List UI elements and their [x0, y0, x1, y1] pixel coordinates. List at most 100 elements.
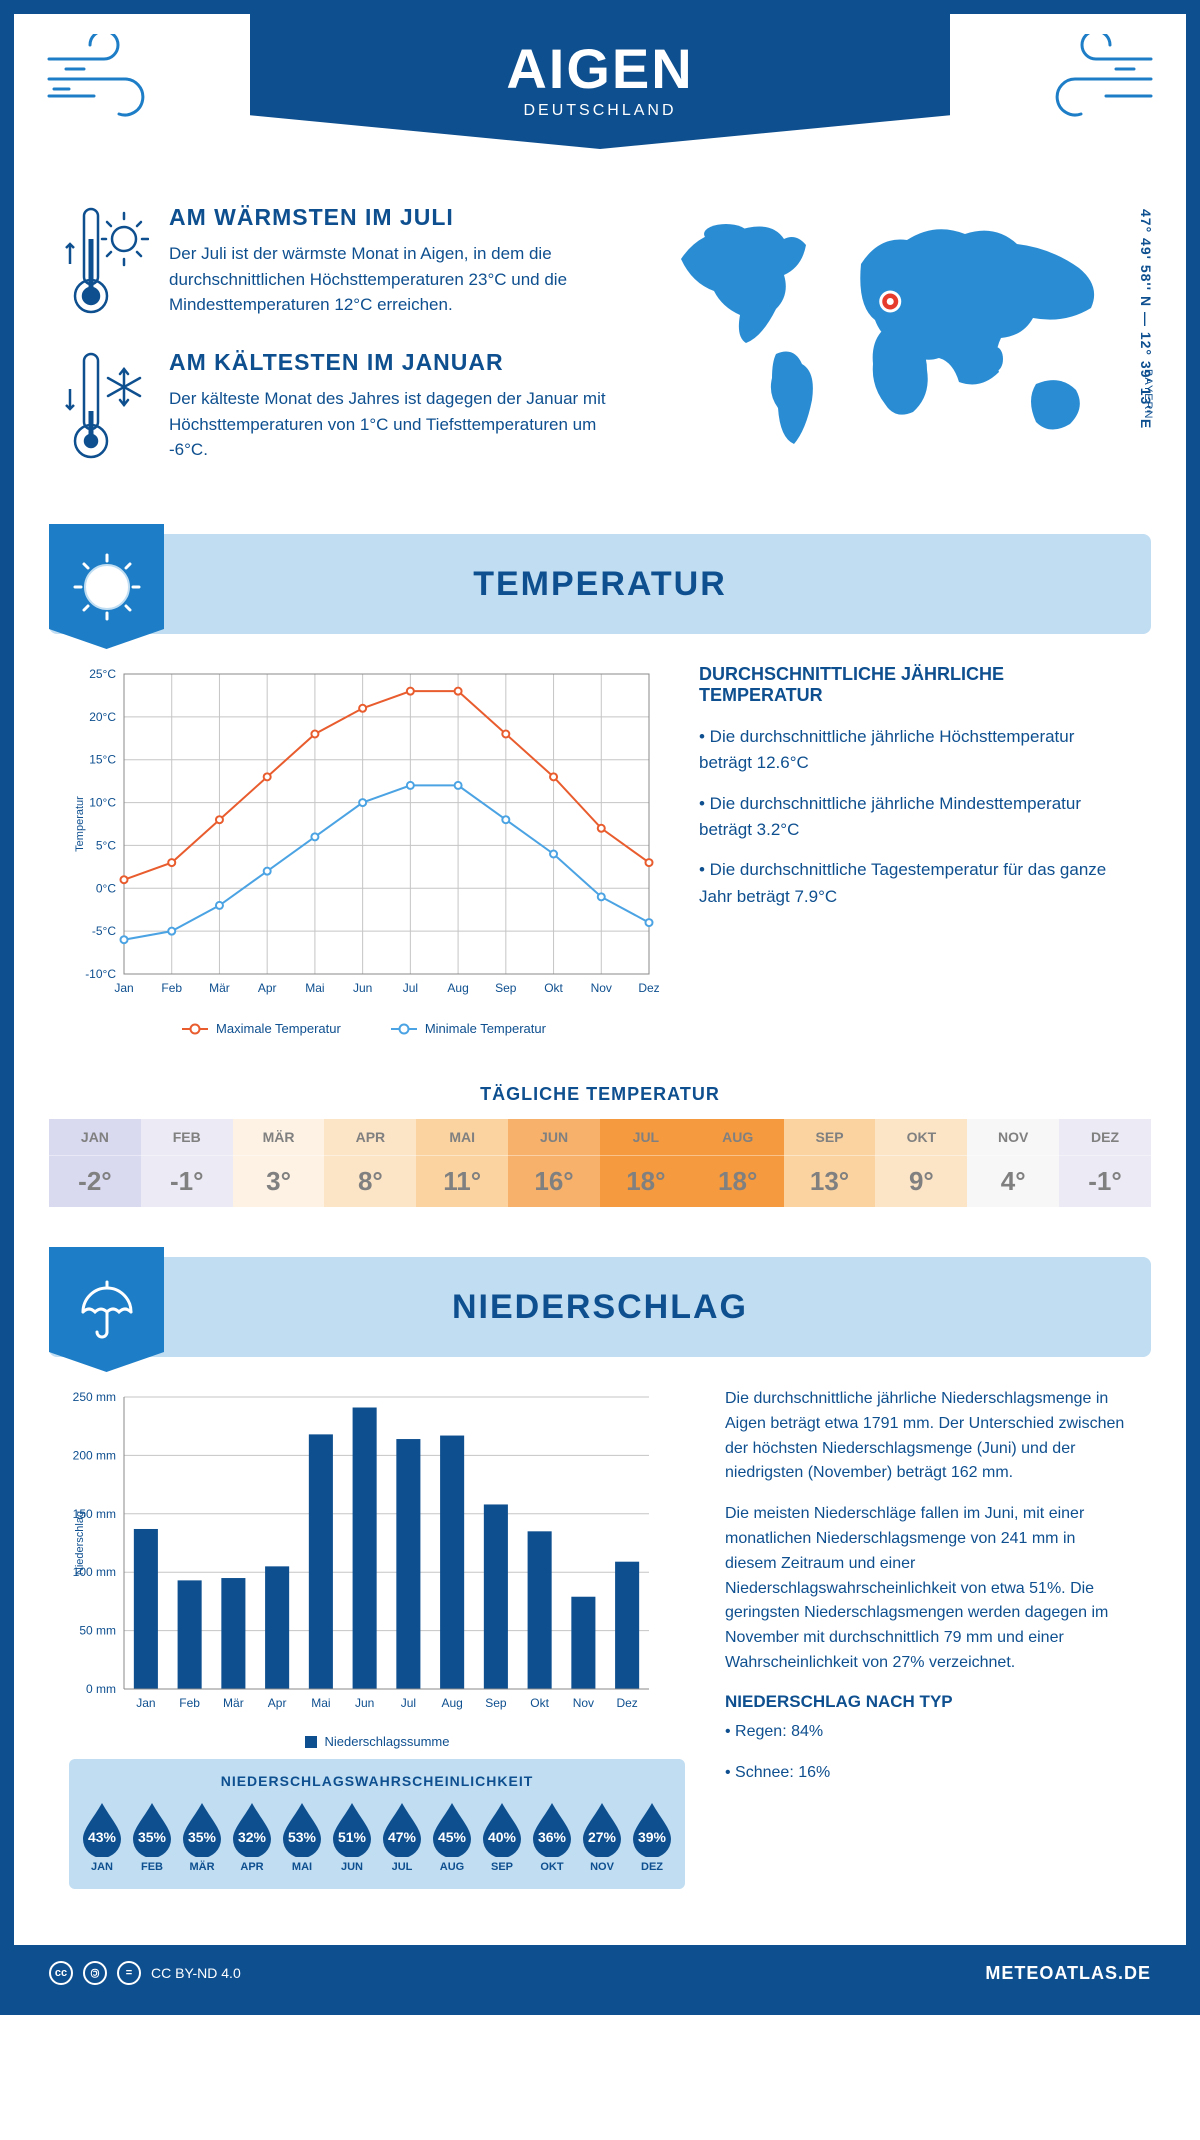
svg-text:Aug: Aug [447, 981, 468, 995]
svg-text:Sep: Sep [485, 1696, 507, 1710]
page-title: AIGEN [14, 36, 1186, 101]
header-banner: AIGEN DEUTSCHLAND [14, 14, 1186, 184]
svg-text:200 mm: 200 mm [73, 1448, 116, 1462]
svg-text:36%: 36% [538, 1829, 567, 1845]
svg-text:15°C: 15°C [89, 753, 116, 767]
section-bar-temperature: TEMPERATUR [49, 534, 1151, 634]
license-text: CC BY-ND 4.0 [151, 1965, 241, 1981]
svg-text:50 mm: 50 mm [79, 1624, 116, 1638]
fact-warm-text: Der Juli ist der wärmste Monat in Aigen,… [169, 241, 616, 318]
svg-text:Jun: Jun [353, 981, 372, 995]
fact-cold-title: AM KÄLTESTEN IM JANUAR [169, 349, 616, 376]
section-title-temperature: TEMPERATUR [473, 565, 727, 604]
svg-text:Okt: Okt [544, 981, 563, 995]
precip-p2: Die meisten Niederschläge fallen im Juni… [725, 1502, 1131, 1676]
daily-val-cell: 8° [324, 1155, 416, 1207]
footer: cc 🄯 = CC BY-ND 4.0 METEOATLAS.DE [14, 1945, 1186, 2001]
daily-head-cell: JUN [508, 1119, 600, 1155]
precip-type-1: • Schnee: 16% [725, 1761, 1131, 1786]
svg-text:Jul: Jul [403, 981, 418, 995]
daily-head-cell: SEP [784, 1119, 876, 1155]
svg-text:250 mm: 250 mm [73, 1390, 116, 1404]
precip-drop: 36% OKT [529, 1801, 575, 1873]
svg-text:53%: 53% [288, 1829, 317, 1845]
svg-text:Aug: Aug [441, 1696, 462, 1710]
svg-text:Sep: Sep [495, 981, 517, 995]
svg-text:Niederschlag: Niederschlag [74, 1511, 86, 1575]
daily-val-cell: 16° [508, 1155, 600, 1207]
svg-text:Nov: Nov [573, 1696, 594, 1710]
daily-val-cell: 3° [233, 1155, 325, 1207]
page-subtitle: DEUTSCHLAND [14, 102, 1186, 120]
fact-coldest: AM KÄLTESTEN IM JANUAR Der kälteste Mona… [64, 349, 616, 464]
daily-val-cell: -2° [49, 1155, 141, 1207]
thermometer-snow-icon [64, 349, 149, 464]
svg-text:Mär: Mär [209, 981, 230, 995]
svg-text:-5°C: -5°C [92, 924, 116, 938]
svg-text:Dez: Dez [616, 1696, 637, 1710]
daily-head-cell: NOV [967, 1119, 1059, 1155]
section-title-precip: NIEDERSCHLAG [452, 1288, 748, 1327]
svg-text:Apr: Apr [268, 1696, 287, 1710]
daily-val-cell: -1° [1059, 1155, 1151, 1207]
svg-text:32%: 32% [238, 1829, 267, 1845]
precip-drop: 35% MÄR [179, 1801, 225, 1873]
precip-drop: 27% NOV [579, 1801, 625, 1873]
svg-text:20°C: 20°C [89, 710, 116, 724]
temp-bullet-1: • Die durchschnittliche jährliche Mindes… [699, 791, 1131, 844]
precip-bar-chart: 0 mm50 mm100 mm150 mm200 mm250 mmJanFebM… [69, 1387, 659, 1717]
daily-head-cell: MÄR [233, 1119, 325, 1155]
svg-text:25°C: 25°C [89, 667, 116, 681]
precip-drop: 35% FEB [129, 1801, 175, 1873]
fact-warm-title: AM WÄRMSTEN IM JULI [169, 204, 616, 231]
temp-bullet-2: • Die durchschnittliche Tagestemperatur … [699, 857, 1131, 910]
daily-head-cell: APR [324, 1119, 416, 1155]
precip-p1: Die durchschnittliche jährliche Niedersc… [725, 1387, 1131, 1486]
precip-drop: 39% DEZ [629, 1801, 675, 1873]
daily-head-cell: FEB [141, 1119, 233, 1155]
fact-warmest: AM WÄRMSTEN IM JULI Der Juli ist der wär… [64, 204, 616, 319]
svg-text:Jul: Jul [401, 1696, 416, 1710]
svg-text:Jan: Jan [136, 1696, 155, 1710]
svg-text:Okt: Okt [530, 1696, 549, 1710]
svg-text:Feb: Feb [179, 1696, 200, 1710]
svg-text:Jan: Jan [114, 981, 133, 995]
world-map [656, 204, 1136, 464]
svg-text:0°C: 0°C [96, 881, 116, 895]
svg-text:45%: 45% [438, 1829, 467, 1845]
daily-temp-title: TÄGLICHE TEMPERATUR [14, 1084, 1186, 1105]
svg-text:27%: 27% [588, 1829, 617, 1845]
daily-val-cell: 18° [692, 1155, 784, 1207]
precip-drop: 43% JAN [79, 1801, 125, 1873]
cc-icon: cc [49, 1961, 73, 1985]
precip-prob-box: NIEDERSCHLAGSWAHRSCHEINLICHKEIT 43% JAN … [69, 1759, 685, 1889]
daily-val-cell: 4° [967, 1155, 1059, 1207]
svg-text:5°C: 5°C [96, 838, 116, 852]
daily-head-cell: JUL [600, 1119, 692, 1155]
temp-summary-heading: DURCHSCHNITTLICHE JÄHRLICHE TEMPERATUR [699, 664, 1131, 706]
precip-drop: 51% JUN [329, 1801, 375, 1873]
by-icon: 🄯 [83, 1961, 107, 1985]
region-text: BAYERN [1142, 369, 1154, 419]
site-name: METEOATLAS.DE [985, 1963, 1151, 1984]
svg-text:47%: 47% [388, 1829, 417, 1845]
daily-head-cell: JAN [49, 1119, 141, 1155]
temp-bullet-0: • Die durchschnittliche jährliche Höchst… [699, 724, 1131, 777]
section-bar-precip: NIEDERSCHLAG [49, 1257, 1151, 1357]
daily-head-cell: AUG [692, 1119, 784, 1155]
svg-text:35%: 35% [188, 1829, 217, 1845]
precip-legend-label: Niederschlagssumme [325, 1734, 450, 1749]
precip-drop: 32% APR [229, 1801, 275, 1873]
thermometer-sun-icon [64, 204, 149, 319]
svg-text:-10°C: -10°C [85, 967, 116, 981]
fact-cold-text: Der kälteste Monat des Jahres ist dagege… [169, 386, 616, 463]
daily-head-cell: DEZ [1059, 1119, 1151, 1155]
sun-icon [72, 552, 142, 622]
legend-max-label: Maximale Temperatur [216, 1021, 341, 1036]
daily-temp-value-row: -2°-1°3°8°11°16°18°18°13°9°4°-1° [49, 1155, 1151, 1207]
daily-val-cell: 9° [875, 1155, 967, 1207]
svg-text:0 mm: 0 mm [86, 1682, 116, 1696]
temperature-line-chart: -10°C-5°C0°C5°C10°C15°C20°C25°CJanFebMär… [69, 664, 659, 1004]
precip-drop: 53% MAI [279, 1801, 325, 1873]
svg-text:Apr: Apr [258, 981, 277, 995]
